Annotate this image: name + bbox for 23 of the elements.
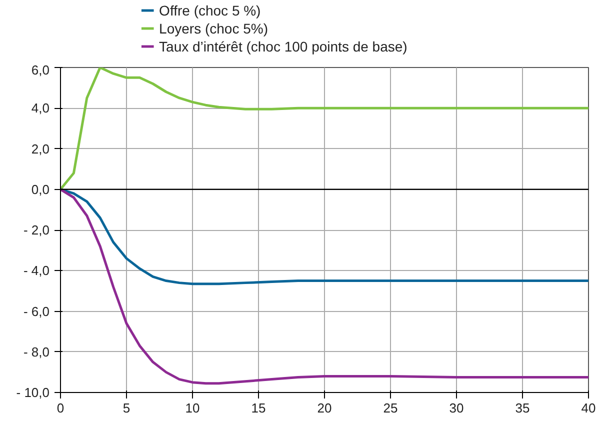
y-tick-label: 2,0	[31, 141, 50, 156]
y-tick-label: 0,0	[31, 182, 50, 197]
x-tick-label: 30	[449, 400, 464, 416]
x-tick-label: 20	[317, 400, 332, 416]
legend-label: Taux d’intérêt (choc 100 points de base)	[159, 38, 408, 54]
x-tick-label: 15	[251, 400, 266, 416]
y-tick-label: - 2,0	[23, 222, 50, 238]
y-tick-label: - 6,0	[23, 304, 50, 319]
y-tick-label: - 4,0	[23, 263, 50, 278]
line-series	[60, 68, 588, 191]
y-tick-label: 6,0	[31, 62, 50, 78]
legend-label: Loyers (choc 5%)	[159, 20, 268, 36]
x-tick-label: 10	[185, 400, 200, 416]
x-tick-label: 40	[581, 400, 596, 416]
y-tick-label: - 8,0	[23, 344, 50, 360]
x-tick-label: 5	[122, 400, 130, 416]
y-tick-label: - 10,0	[16, 385, 50, 400]
x-tick-label: 35	[515, 400, 530, 416]
x-tick-label: 25	[383, 400, 398, 416]
y-tick-label: 4,0	[31, 100, 50, 116]
x-tick-label: 0	[56, 400, 64, 416]
line-series	[60, 188, 588, 385]
legend-label: Offre (choc 5 %)	[159, 2, 261, 18]
